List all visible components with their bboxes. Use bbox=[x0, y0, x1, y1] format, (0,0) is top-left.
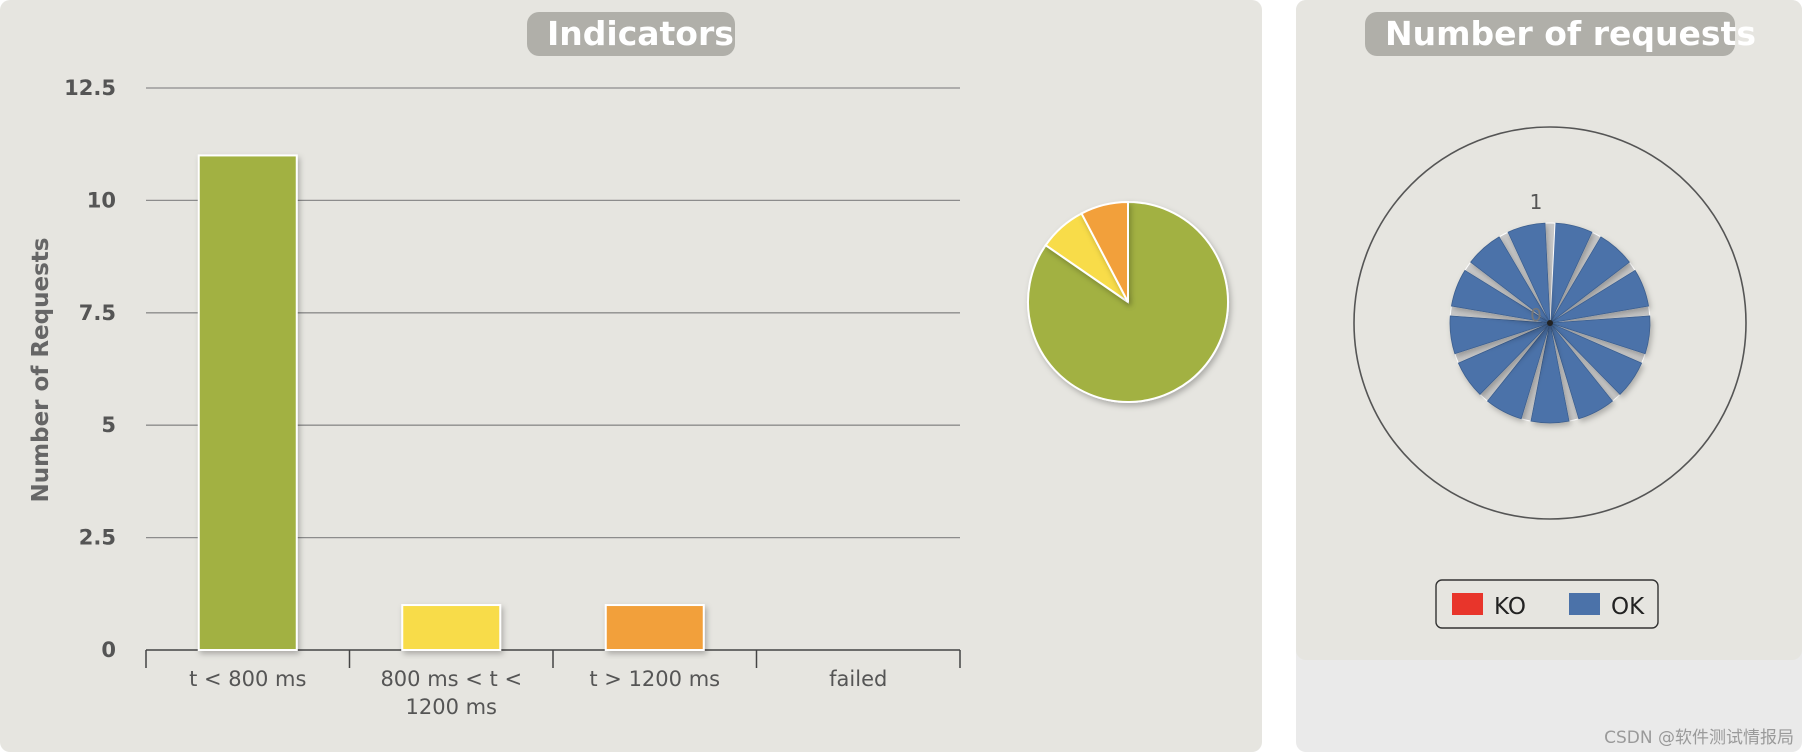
polar-slice-ok bbox=[1549, 322, 1614, 420]
polar-slice-ok bbox=[1457, 322, 1551, 396]
y-tick-label: 2.5 bbox=[79, 526, 116, 550]
polar-slice-ok bbox=[1549, 236, 1630, 324]
y-tick-label: 5 bbox=[101, 413, 116, 437]
polar-slice-ok bbox=[1530, 322, 1570, 424]
indicators-pie-chart bbox=[1027, 200, 1229, 403]
x-tick-label: failed bbox=[829, 667, 887, 691]
polar-outer-ring bbox=[1353, 126, 1747, 520]
legend-label: OK bbox=[1611, 594, 1645, 620]
y-tick-label: 0 bbox=[101, 638, 116, 662]
x-tick-label: 800 ms < t < bbox=[380, 667, 522, 691]
legend-swatch bbox=[1452, 593, 1483, 615]
x-tick-label: t > 1200 ms bbox=[589, 667, 720, 691]
y-axis-label: Number of Requests bbox=[28, 238, 54, 503]
legend-label: KO bbox=[1494, 594, 1526, 620]
polar-slice-ok bbox=[1486, 322, 1551, 420]
legend-swatch bbox=[1569, 593, 1600, 615]
requests-polar-chart: 1 0 KO OK bbox=[1353, 126, 1747, 629]
polar-slice-ok bbox=[1549, 322, 1643, 396]
polar-slice-ok bbox=[1449, 315, 1551, 355]
legend: KO OK bbox=[1435, 579, 1659, 629]
polar-slice-ok bbox=[1507, 222, 1551, 324]
pie-slice bbox=[1080, 200, 1129, 303]
y-tick-label: 10 bbox=[87, 188, 116, 212]
bar bbox=[197, 154, 298, 651]
legend-box bbox=[1435, 579, 1659, 629]
requests-title: Number of requests bbox=[1365, 12, 1756, 56]
indicators-bar-chart: 0 2.5 5 7.5 10 12.5 t < 800 ms 800 ms < t < 1200… bbox=[28, 76, 961, 719]
polar-tick-label: 0 bbox=[1530, 305, 1541, 326]
polar-tick-label: 1 bbox=[1530, 190, 1543, 214]
watermark-text: CSDN @软件测试情报局 bbox=[1604, 728, 1794, 748]
bar bbox=[604, 604, 705, 651]
y-tick-label: 12.5 bbox=[64, 76, 116, 100]
x-tick-label: t < 800 ms bbox=[189, 667, 306, 691]
polar-slice-ok bbox=[1549, 315, 1651, 355]
polar-slice-ok bbox=[1450, 269, 1551, 324]
y-tick-label: 7.5 bbox=[79, 301, 116, 325]
polar-slice-ok bbox=[1470, 236, 1551, 324]
indicators-title: Indicators bbox=[527, 12, 735, 56]
x-tick-label: 1200 ms bbox=[405, 695, 497, 719]
polar-slice-ok bbox=[1549, 269, 1650, 324]
bar bbox=[401, 604, 502, 651]
polar-center bbox=[1547, 320, 1553, 326]
